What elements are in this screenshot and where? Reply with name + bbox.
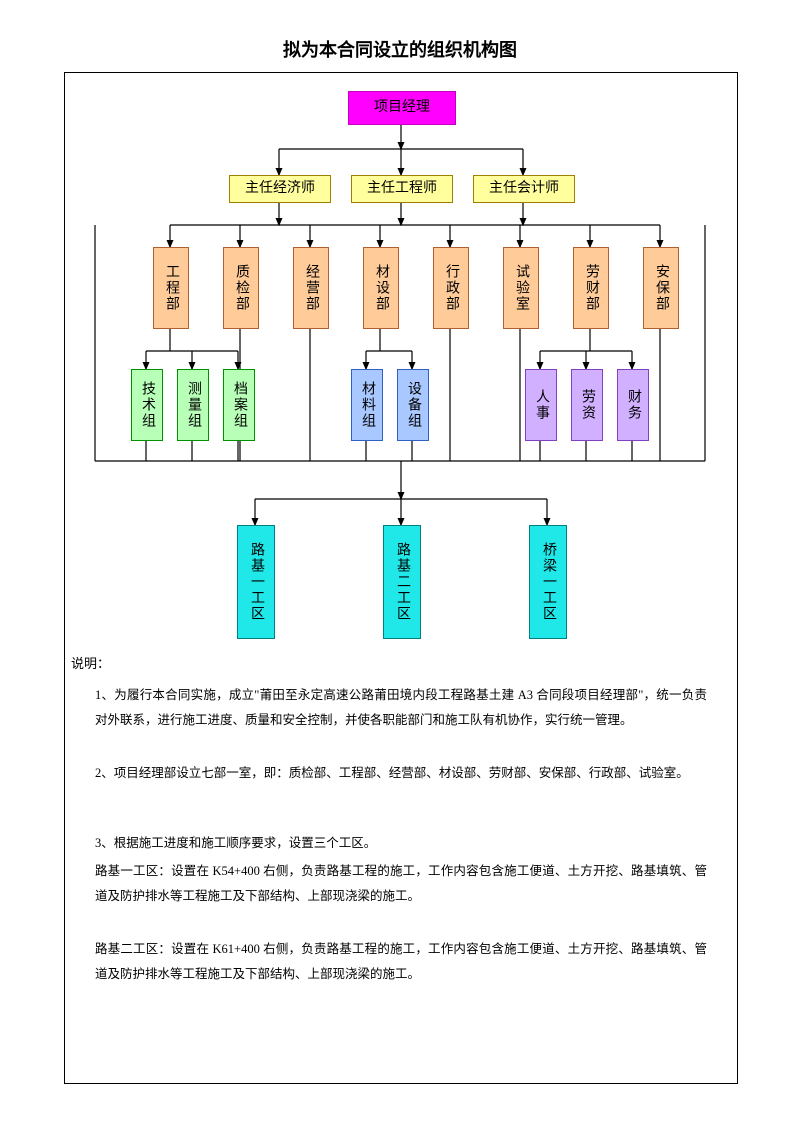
node-w2: 路基二工区 bbox=[383, 525, 421, 639]
node-d3: 主任会计师 bbox=[473, 175, 575, 203]
node-p7: 劳财部 bbox=[573, 247, 609, 329]
node-p4: 材设部 bbox=[363, 247, 399, 329]
explain-label: 说明： bbox=[71, 653, 110, 672]
paragraph-3: 3、根据施工进度和施工顺序要求，设置三个工区。 bbox=[95, 831, 707, 856]
node-v3: 财务 bbox=[617, 369, 649, 441]
diagram-frame: 项目经理主任经济师主任工程师主任会计师工程部质检部经营部材设部行政部试验室劳财部… bbox=[64, 72, 738, 1084]
node-p3: 经营部 bbox=[293, 247, 329, 329]
node-g1: 技术组 bbox=[131, 369, 163, 441]
node-p1: 工程部 bbox=[153, 247, 189, 329]
node-pm: 项目经理 bbox=[348, 91, 456, 125]
node-g3: 档案组 bbox=[223, 369, 255, 441]
node-p6: 试验室 bbox=[503, 247, 539, 329]
node-w3: 桥梁一工区 bbox=[529, 525, 567, 639]
paragraph-4: 路基一工区：设置在 K54+400 右侧，负责路基工程的施工，工作内容包含施工便… bbox=[95, 859, 707, 909]
node-w1: 路基一工区 bbox=[237, 525, 275, 639]
node-p8: 安保部 bbox=[643, 247, 679, 329]
node-g2: 测量组 bbox=[177, 369, 209, 441]
paragraph-2: 2、项目经理部设立七部一室，即：质检部、工程部、经营部、材设部、劳财部、安保部、… bbox=[95, 761, 707, 786]
node-d1: 主任经济师 bbox=[229, 175, 331, 203]
node-v2: 劳资 bbox=[571, 369, 603, 441]
node-p5: 行政部 bbox=[433, 247, 469, 329]
node-p2: 质检部 bbox=[223, 247, 259, 329]
node-b2: 设备组 bbox=[397, 369, 429, 441]
node-d2: 主任工程师 bbox=[351, 175, 453, 203]
paragraph-1: 1、为履行本合同实施，成立"莆田至永定高速公路莆田境内段工程路基土建 A3 合同… bbox=[95, 683, 707, 733]
page-title: 拟为本合同设立的组织机构图 bbox=[0, 0, 800, 72]
paragraph-5: 路基二工区：设置在 K61+400 右侧，负责路基工程的施工，工作内容包含施工便… bbox=[95, 937, 707, 987]
node-v1: 人事 bbox=[525, 369, 557, 441]
node-b1: 材料组 bbox=[351, 369, 383, 441]
